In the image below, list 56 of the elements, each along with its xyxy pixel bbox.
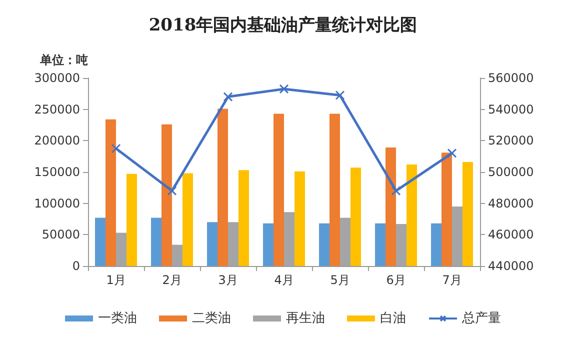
point xyxy=(391,186,401,196)
y-tick-label: 50000 xyxy=(42,228,80,242)
legend-label: 白油 xyxy=(380,311,406,326)
bar xyxy=(462,162,473,266)
bar xyxy=(126,174,137,266)
bar xyxy=(106,119,116,266)
x-tick-label: 2月 xyxy=(162,273,182,287)
point xyxy=(279,84,289,94)
bar xyxy=(319,223,330,266)
x-tick-label: 6月 xyxy=(386,273,406,287)
y2-tick-label: 500000 xyxy=(488,165,534,179)
x-tick-label: 4月 xyxy=(274,273,294,287)
bar xyxy=(274,114,284,266)
y2-tick-label: 520000 xyxy=(488,134,534,148)
legend-label: 二类油 xyxy=(192,311,231,326)
x-tick-label: 5月 xyxy=(330,273,350,287)
y2-tick-label: 440000 xyxy=(488,259,534,273)
legend-label: 再生油 xyxy=(286,311,325,326)
y2-tick-label: 480000 xyxy=(488,196,534,210)
bar xyxy=(95,218,106,266)
point xyxy=(111,144,121,154)
y-tick-label: 250000 xyxy=(34,102,80,116)
bar xyxy=(350,168,361,266)
y-axis-title: 单位：吨 xyxy=(39,53,88,67)
x-tick-label: 7月 xyxy=(442,273,462,287)
legend-label: 总产量 xyxy=(461,311,501,326)
bar xyxy=(431,223,442,266)
bar xyxy=(263,223,274,266)
bar xyxy=(375,223,386,266)
y-tick-label: 150000 xyxy=(34,165,80,179)
bar xyxy=(386,148,396,266)
bar xyxy=(238,170,249,266)
y2-tick-label: 460000 xyxy=(488,228,534,242)
point xyxy=(167,186,177,196)
legend-label: 一类油 xyxy=(98,311,137,326)
bar xyxy=(406,164,417,266)
point xyxy=(223,92,233,102)
point xyxy=(335,90,345,100)
bar xyxy=(151,218,162,266)
y-tick-label: 300000 xyxy=(34,71,80,85)
bar xyxy=(330,114,340,266)
y-tick-label: 200000 xyxy=(34,134,80,148)
chart-title: 2018年国内基础油产量统计对比图 xyxy=(148,16,418,36)
y-tick-label: 100000 xyxy=(34,196,80,210)
x-tick-label: 1月 xyxy=(106,273,126,287)
bar xyxy=(442,152,452,266)
point xyxy=(447,148,457,158)
y2-tick-label: 540000 xyxy=(488,102,534,116)
bar xyxy=(218,108,228,266)
bar xyxy=(294,171,305,266)
x-tick-label: 3月 xyxy=(218,273,238,287)
y-tick-label: 0 xyxy=(72,259,80,273)
bar xyxy=(207,222,218,266)
y2-tick-label: 560000 xyxy=(488,71,534,85)
bar xyxy=(162,124,172,266)
bar xyxy=(182,173,193,266)
